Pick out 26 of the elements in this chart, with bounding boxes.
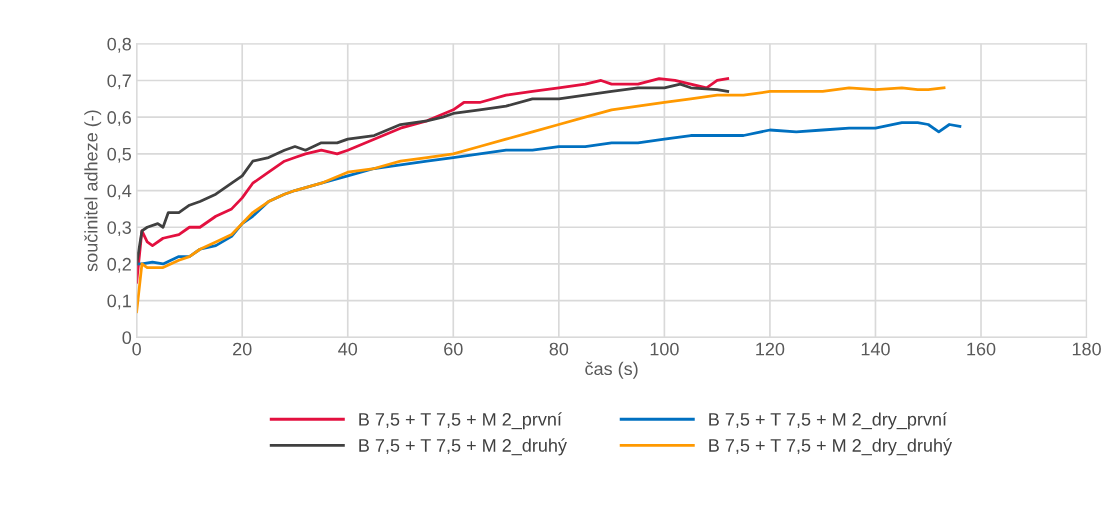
y-tick-label: 0,5 [107,147,132,163]
legend-label: B 7,5 + T 7,5 + M 2_dry_první [709,412,947,430]
x-tick-label: 180 [1072,342,1101,356]
legend-label: B 7,5 + T 7,5 + M 2_druhý [359,438,567,456]
y-tick-label: 0,8 [107,37,132,53]
x-tick-label: 160 [967,342,996,356]
x-tick-label: 60 [444,342,463,356]
y-tick-label: 0,2 [107,257,131,273]
y-tick-label: 0 [122,331,132,345]
y-tick-label: 0,3 [107,221,131,237]
line-series [136,86,946,314]
x-tick-label: 80 [549,342,569,356]
x-tick-label: 140 [861,342,890,356]
x-tick-label: 0 [132,342,141,356]
x-tick-label: 40 [338,342,358,356]
legend-label: B 7,5 + T 7,5 + M 2_dry_druhý [709,438,953,456]
y-tick-label: 0,6 [107,111,131,127]
x-axis-title: čas (s) [585,361,638,379]
legend-label: B 7,5 + T 7,5 + M 2_první [359,412,562,430]
x-tick-label: 120 [756,342,785,356]
y-tick-label: 0,4 [107,184,132,200]
x-tick-label: 100 [650,342,679,356]
y-tick-label: 0,1 [107,294,131,310]
x-tick-label: 20 [233,342,252,356]
y-tick-label: 0,7 [107,74,131,90]
y-axis-title: součinitel adheze (-) [84,110,102,272]
